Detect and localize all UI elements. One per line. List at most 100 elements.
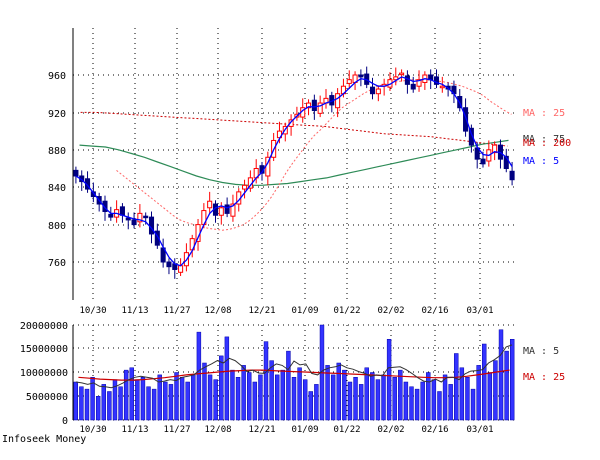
candle-body-41 [311,99,317,112]
ma25-layer [116,79,512,231]
candle-24 [212,200,219,223]
volume-bar [414,388,420,421]
candles [73,66,515,279]
volume-bar [493,360,498,421]
candle-body-9 [125,217,131,221]
volume-bar [135,379,140,421]
volume-bar [291,377,297,421]
candle-72 [492,141,498,161]
candle-16 [166,258,172,275]
volume-legend: MA : 5 MA : 25 [523,346,565,383]
ma75-line [79,139,509,186]
candle-body-23 [207,200,213,209]
candle-23 [207,191,213,214]
vol-legend-label: MA : 5 [523,346,559,357]
price-xtick-label: 10/30 [79,306,106,316]
volume-bar [342,369,347,421]
price-xtick-label: 11/27 [163,306,190,316]
candle-body-47 [346,79,352,84]
price-xtick-label: 02/02 [377,306,404,316]
volume-bar [185,381,190,421]
candle-47 [346,70,352,90]
candle-68 [468,124,474,153]
volume-bar [336,362,341,421]
candle-body-56 [399,72,405,76]
candle-71 [486,140,492,167]
candle-7 [114,200,120,223]
candle-body-27 [230,203,236,217]
volume-bar [269,360,274,421]
volume-bar [168,384,174,421]
volume-bar [509,339,515,421]
volume-bar [241,365,246,421]
candle-53 [381,78,387,96]
vol-xtick-label: 02/02 [377,425,404,435]
volume-bar [219,355,224,421]
vol-ma25-line [78,369,510,381]
candle-48 [352,71,358,90]
candle-27 [230,194,236,222]
volume-bar [95,396,101,421]
vol-xtick-label: 10/30 [79,425,106,435]
candle-43 [323,89,329,109]
candle-body-6 [108,213,114,218]
candle-38 [294,106,300,121]
candle-body-11 [137,212,143,223]
candle-52 [375,85,381,102]
volume-bar [347,381,353,421]
candle-51 [369,77,376,100]
volume-bar [235,377,241,421]
volume-bar [79,386,84,421]
volume-bar [286,350,291,421]
vol-xtick-label: 11/27 [163,425,190,435]
volume-bar [247,372,252,421]
volume-bar [314,384,319,421]
vol-xtick-label: 12/08 [204,425,231,435]
candle-62 [433,69,440,89]
volume-bar [275,374,280,421]
candle-body-5 [102,200,108,213]
volume-bar [476,365,481,421]
vol-xtick-label: 03/01 [466,425,493,435]
volume-bar [230,369,235,421]
vol-ytick-label: 5000000 [26,392,68,403]
volume-axis: 20000000 15000000 10000000 5000000 0 [20,321,68,427]
candle-body-16 [166,261,172,268]
candle-body-49 [358,74,364,78]
volume-bar [163,381,168,421]
candle-body-63 [439,85,445,89]
candle-18 [178,258,184,277]
volume-bar [498,329,504,421]
candle-8 [119,203,125,223]
volume-bar [398,369,403,421]
candle-body-40 [306,102,312,109]
volume-bar [437,391,442,421]
volume-bar [179,377,185,421]
price-ytick-label: 880 [48,146,66,157]
price-xtick-label: 11/13 [121,306,148,316]
volume-bar [107,391,112,421]
candle-30 [247,170,253,192]
price-legend-label: MA : 5 [523,156,559,167]
candle-45 [335,88,341,118]
volume-bar [123,369,129,421]
volume-bar [252,381,258,421]
volume-bar [174,372,179,421]
candle-body-67 [463,107,469,132]
candle-body-14 [154,230,160,246]
vol-xtick-label: 02/16 [421,425,448,435]
candle-body-62 [433,76,440,85]
candle-body-68 [468,127,474,146]
candle-body-75 [509,170,515,181]
candle-body-74 [503,155,509,170]
volume-bar [101,384,106,421]
volume-bar [258,374,263,421]
candle-body-72 [492,144,498,154]
candle-body-57 [404,75,410,85]
volume-bar [308,391,313,421]
volume-bar [73,381,79,421]
candle-2 [85,171,91,193]
volume-bar [90,377,95,421]
